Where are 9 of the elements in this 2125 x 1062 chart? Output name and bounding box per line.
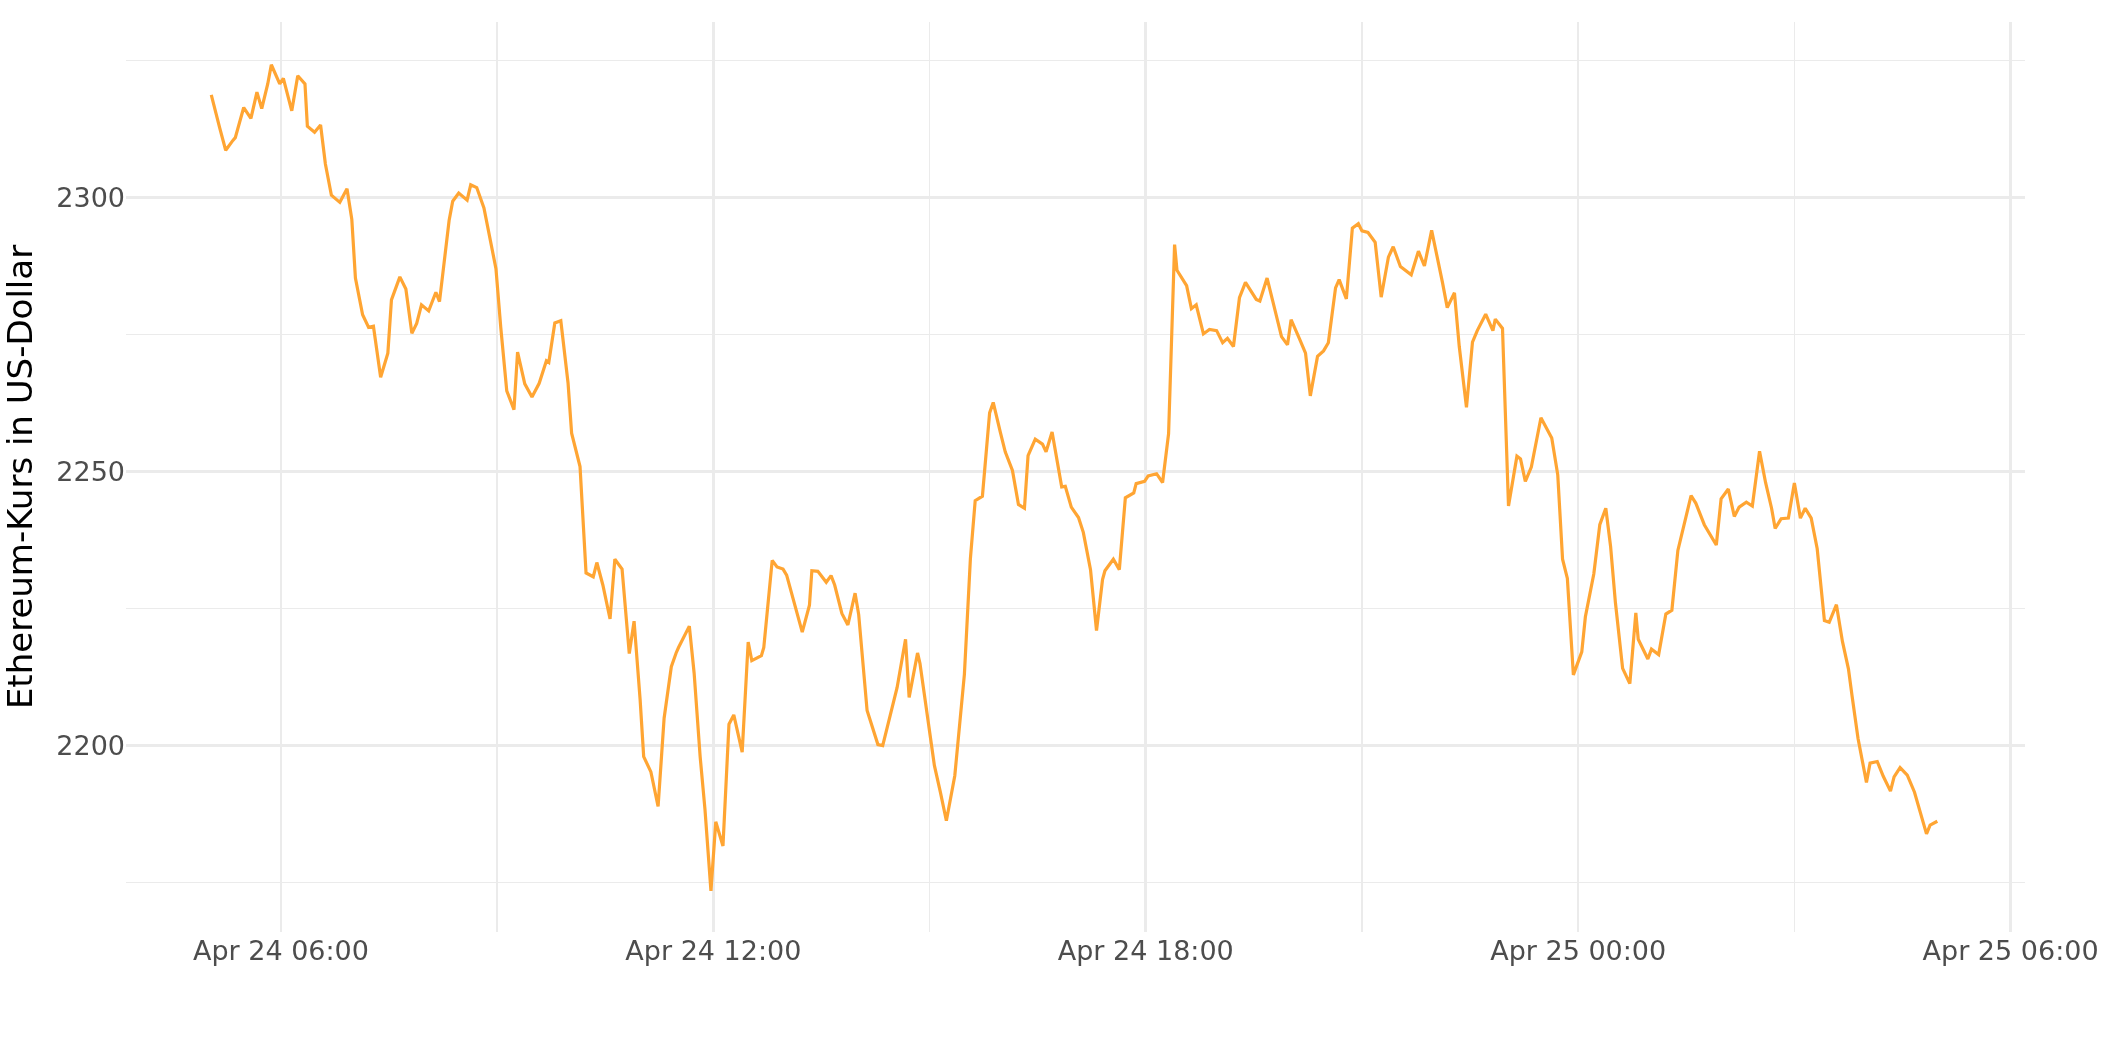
x-tick-label: Apr 24 18:00	[1057, 935, 1234, 966]
y-tick-label: 2200	[56, 730, 125, 762]
y-axis-title: Ethereum-Kurs in US-Dollar	[0, 244, 40, 710]
x-tick-label: Apr 24 06:00	[192, 935, 369, 966]
y-tick-label: 2250	[56, 455, 125, 487]
x-tick-label: Apr 24 12:00	[625, 935, 802, 966]
x-tick-label: Apr 25 06:00	[1922, 935, 2099, 966]
x-tick-label: Apr 25 00:00	[1490, 935, 1667, 966]
y-tick-label: 2300	[56, 181, 125, 213]
